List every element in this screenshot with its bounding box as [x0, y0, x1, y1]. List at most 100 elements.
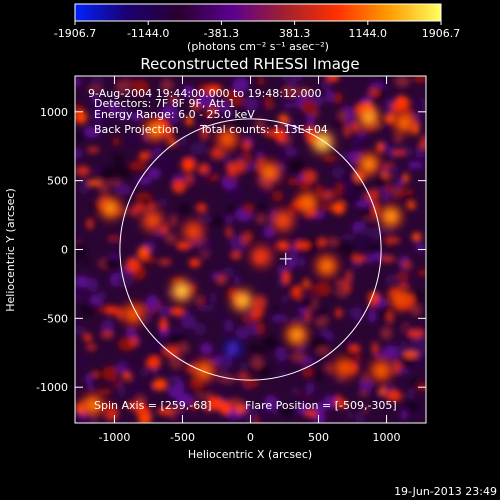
texture-hot-spot: [207, 104, 218, 116]
texture-hot-spot: [343, 124, 352, 138]
texture-hot-spot: [145, 356, 161, 369]
texture-spot: [380, 326, 393, 341]
texture-hot-spot: [206, 84, 222, 94]
texture-spot: [158, 198, 168, 208]
texture-spot: [117, 107, 129, 122]
texture-spot: [100, 319, 115, 335]
texture-hot-spot: [86, 343, 97, 351]
texture-spot: [224, 214, 234, 224]
texture-spot: [277, 405, 295, 417]
texture-spot: [97, 110, 114, 121]
texture-spot: [263, 225, 276, 238]
texture-spot: [168, 353, 184, 370]
texture-hot-spot: [188, 258, 201, 268]
texture-spot: [416, 269, 426, 276]
texture-hot-spot: [158, 258, 172, 266]
texture-spot: [315, 346, 331, 356]
texture-spot: [409, 378, 420, 387]
texture-spot: [400, 409, 408, 420]
texture-hot-spot: [251, 298, 266, 313]
texture-spot: [98, 179, 110, 195]
y-tick-label: 1000: [40, 106, 68, 119]
texture-spot: [359, 208, 375, 217]
texture-spot: [274, 148, 287, 164]
x-tick-label: -1000: [98, 431, 130, 444]
texture-spot: [75, 77, 81, 87]
texture-spot: [158, 305, 172, 317]
texture-spot: [337, 109, 348, 122]
texture-spot: [322, 155, 338, 163]
texture-spot: [252, 347, 266, 355]
dark-blob: [300, 287, 315, 302]
texture-spot: [333, 92, 343, 104]
bright-blob: [221, 133, 233, 145]
bright-blob: [255, 250, 267, 262]
texture-spot: [146, 294, 159, 311]
texture-hot-spot: [100, 330, 114, 339]
texture-spot: [298, 392, 307, 406]
energy-range-text: Energy Range: 6.0 - 25.0 keV: [94, 108, 255, 121]
texture-spot: [152, 368, 159, 375]
texture-spot: [108, 100, 118, 116]
texture-spot: [261, 336, 280, 350]
texture-spot: [368, 309, 377, 323]
texture-hot-spot: [240, 232, 251, 246]
bright-blob: [176, 285, 188, 297]
texture-hot-spot: [368, 87, 380, 97]
y-tick-label: -500: [43, 312, 68, 325]
texture-hot-spot: [196, 203, 208, 213]
texture-spot: [402, 357, 415, 367]
texture-hot-spot: [303, 278, 310, 290]
texture-hot-spot: [157, 407, 173, 416]
texture-spot: [183, 309, 191, 321]
texture-spot: [76, 243, 86, 258]
texture-hot-spot: [168, 95, 179, 104]
flare-position-text: Flare Position = [-509,-305]: [245, 399, 397, 412]
texture-spot: [343, 184, 355, 200]
time-range-text: 9-Aug-2004 19:44:00.000 to 19:48:12.000: [88, 87, 322, 100]
dark-blob: [123, 358, 138, 373]
texture-spot: [197, 304, 215, 312]
texture-spot: [196, 214, 213, 224]
texture-spot: [239, 362, 248, 370]
texture-hot-spot: [372, 201, 380, 216]
texture-spot: [107, 235, 121, 242]
texture-spot: [223, 319, 234, 333]
bright-blob: [302, 197, 314, 209]
texture-hot-spot: [160, 226, 167, 233]
texture-hot-spot: [230, 251, 242, 260]
texture-spot: [280, 295, 289, 304]
texture-spot: [182, 85, 195, 98]
texture-spot: [115, 79, 131, 95]
texture-spot: [291, 232, 301, 243]
y-tick-label: -1000: [36, 381, 68, 394]
texture-spot: [320, 79, 330, 91]
colorbar-tick-label: 381.3: [279, 27, 311, 40]
texture-spot: [316, 308, 328, 315]
texture-spot: [243, 96, 258, 112]
spin-axis-marker: [279, 252, 292, 265]
texture-hot-spot: [137, 246, 150, 260]
bright-blob: [236, 294, 248, 306]
texture-spot: [235, 326, 250, 340]
texture-spot: [384, 121, 391, 136]
texture-spot: [210, 290, 217, 305]
texture-spot: [169, 214, 178, 228]
texture-hot-spot: [403, 351, 419, 358]
axis-ticks: -1000 -500 0 500 1000 -1000 -500 0 500 1000: [36, 76, 426, 444]
texture-spot: [395, 272, 410, 280]
texture-hot-spot: [190, 103, 203, 111]
texture-spot: [134, 394, 147, 405]
texture-hot-spot: [138, 414, 152, 423]
texture-hot-spot: [335, 308, 343, 318]
texture-spot: [287, 159, 305, 174]
colorbar: [74, 3, 442, 22]
texture-spot: [249, 321, 258, 337]
method-text: Back Projection: [94, 123, 179, 136]
texture-hot-spot: [147, 202, 158, 209]
texture-hot-spot: [163, 346, 179, 357]
total-counts-text: Total counts: 1.13E+04: [199, 123, 328, 136]
texture-spot: [115, 165, 134, 179]
texture-hot-spot: [168, 138, 176, 147]
